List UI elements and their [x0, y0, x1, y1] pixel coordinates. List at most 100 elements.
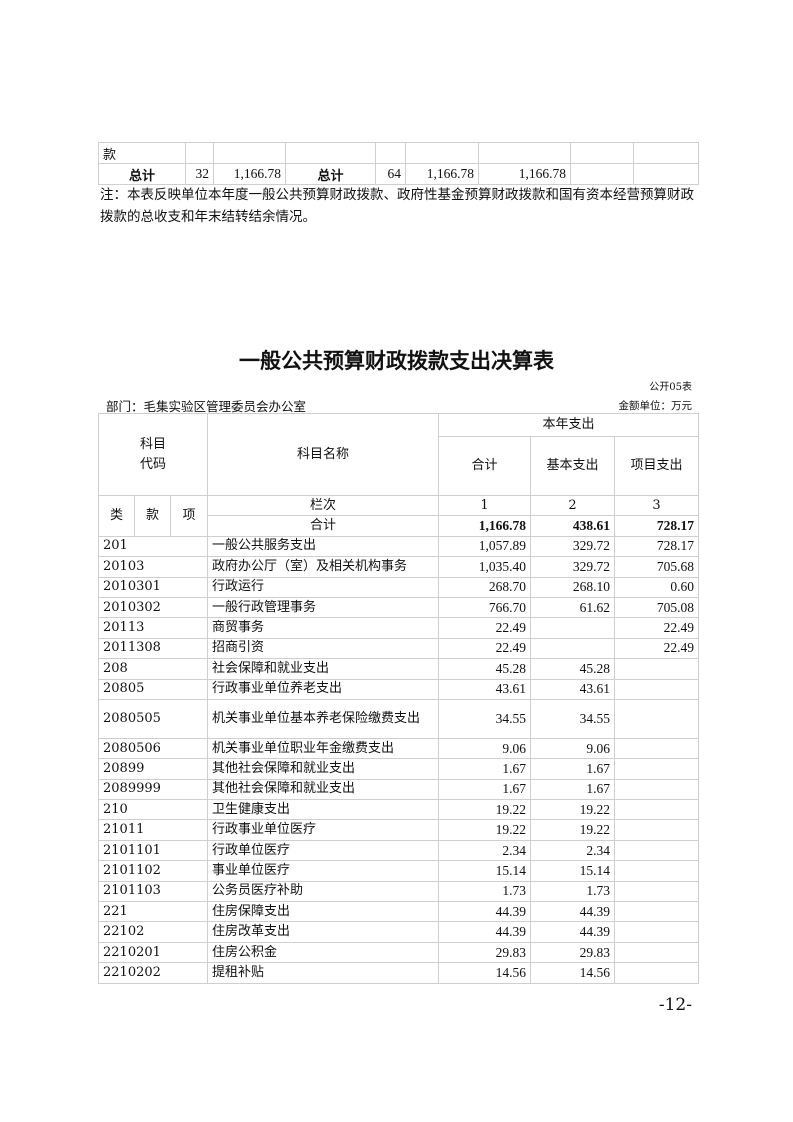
table-row: 2101103 公务员医疗补助 1.73 1.73	[98, 880, 699, 903]
cell-basic: 43.61	[530, 678, 615, 700]
cell-total: 1.67	[438, 778, 531, 801]
cell-name: 行政运行	[207, 576, 439, 598]
cell-basic: 34.55	[530, 698, 615, 739]
cell-code: 2210201	[98, 941, 208, 964]
cell-name: 一般行政管理事务	[207, 596, 439, 619]
table-row: 201 一般公共服务支出 1,057.89 329.72 728.17	[98, 535, 699, 558]
table-row: 2210202 提租补贴 14.56 14.56	[98, 962, 699, 984]
cell-basic: 1.73	[530, 880, 615, 903]
cell-code: 221	[98, 901, 208, 923]
cell-code: 20103	[98, 556, 208, 578]
cell	[570, 163, 634, 185]
cell-project	[614, 737, 699, 760]
department-label: 部门：毛集实验区管理委员会办公室	[106, 399, 307, 414]
cell: 1,166.78	[213, 163, 286, 185]
cell-project: 22.49	[614, 617, 699, 639]
cell-total: 9.06	[438, 737, 531, 760]
cell-basic: 19.22	[530, 799, 615, 821]
table-row: 20899 其他社会保障和就业支出 1.67 1.67	[98, 758, 699, 780]
cell-project	[614, 921, 699, 943]
cell-project	[614, 962, 699, 984]
table-row: 221 住房保障支出 44.39 44.39	[98, 901, 699, 923]
cell-name: 其他社会保障和就业支出	[207, 758, 439, 780]
cell-name: 住房改革支出	[207, 921, 439, 943]
cell-total: 44.39	[438, 921, 531, 943]
header-kuan: 款	[134, 495, 171, 537]
cell	[633, 163, 699, 185]
cell-basic: 45.28	[530, 658, 615, 680]
table-row: 210 卫生健康支出 19.22 19.22	[98, 799, 699, 821]
cell-project: 0.60	[614, 576, 699, 598]
cell: 64	[375, 163, 406, 185]
cell: 1,166.78	[478, 163, 571, 185]
header-xiang: 项	[170, 495, 208, 537]
cell-total: 44.39	[438, 901, 531, 923]
cell-total: 45.28	[438, 658, 531, 680]
cell-code: 210	[98, 799, 208, 821]
cell-basic: 329.72	[530, 535, 615, 558]
column-index-1: 1	[438, 494, 531, 517]
sum-project: 728.17	[614, 515, 699, 537]
cell-name: 行政事业单位医疗	[207, 819, 439, 841]
header-lei: 类	[98, 495, 135, 537]
header-total: 合计	[438, 436, 531, 496]
total-row: 总计 32 1,166.78 总计 64 1,166.78 1,166.78	[98, 163, 699, 185]
cell-project	[614, 860, 699, 882]
cell-name: 事业单位医疗	[207, 860, 439, 882]
cell-basic: 44.39	[530, 921, 615, 943]
cell-project: 728.17	[614, 535, 699, 558]
cell-name: 机关事业单位基本养老保险缴费支出	[207, 698, 439, 739]
cell-basic: 29.83	[530, 941, 615, 964]
cell-name: 一般公共服务支出	[207, 535, 439, 558]
unit-label: 金额单位：万元	[618, 400, 693, 412]
page-number: -12-	[658, 995, 692, 1015]
cell-code: 22102	[98, 921, 208, 943]
cell-name: 行政事业单位养老支出	[207, 678, 439, 700]
cell-name: 机关事业单位职业年金缴费支出	[207, 737, 439, 760]
cell-basic: 1.67	[530, 758, 615, 780]
cell-code: 2010302	[98, 596, 208, 619]
column-index-3: 3	[614, 494, 699, 517]
cell-total: 19.22	[438, 819, 531, 841]
table-row: 2080505 机关事业单位基本养老保险缴费支出 34.55 34.55	[98, 698, 699, 739]
cell-basic	[530, 637, 615, 660]
table-row: 2011308 招商引资 22.49 22.49	[98, 637, 699, 660]
table-row: 2210201 住房公积金 29.83 29.83	[98, 941, 699, 964]
cell-total: 268.70	[438, 576, 531, 598]
cell-basic: 44.39	[530, 901, 615, 923]
cell-basic: 329.72	[530, 556, 615, 578]
cell-project	[614, 678, 699, 700]
cell-total: 19.22	[438, 799, 531, 821]
table-row: 2101102 事业单位医疗 15.14 15.14	[98, 860, 699, 882]
cell-code: 20899	[98, 758, 208, 780]
cell-total: 1,035.40	[438, 556, 531, 578]
cell-project: 705.08	[614, 596, 699, 619]
cell-code: 2080506	[98, 737, 208, 760]
table-row: 2010302 一般行政管理事务 766.70 61.62 705.08	[98, 596, 699, 619]
cell-basic: 15.14	[530, 860, 615, 882]
column-index-label: 栏次	[207, 494, 439, 517]
cell-name: 其他社会保障和就业支出	[207, 778, 439, 801]
cell: 1,166.78	[405, 163, 479, 185]
cell-project	[614, 839, 699, 862]
table-row: 21011 行政事业单位医疗 19.22 19.22	[98, 819, 699, 841]
column-index-2: 2	[530, 494, 615, 517]
table-row: 2010301 行政运行 268.70 268.10 0.60	[98, 576, 699, 598]
header-year-expense: 本年支出	[438, 413, 699, 437]
cell-code: 21011	[98, 819, 208, 841]
cell-name: 商贸事务	[207, 617, 439, 639]
sum-basic: 438.61	[530, 515, 615, 537]
cell-name: 行政单位医疗	[207, 839, 439, 862]
table-row: 2080506 机关事业单位职业年金缴费支出 9.06 9.06	[98, 737, 699, 760]
cell-name: 住房保障支出	[207, 901, 439, 923]
table-row: 2101101 行政单位医疗 2.34 2.34	[98, 839, 699, 862]
cell-total: 1.73	[438, 880, 531, 903]
sum-label: 合计	[207, 515, 439, 537]
cell-code: 2101101	[98, 839, 208, 862]
cell-name: 社会保障和就业支出	[207, 658, 439, 680]
cell-project	[614, 941, 699, 964]
table-code: 公开05表	[649, 382, 692, 393]
table-row: 20113 商贸事务 22.49 22.49	[98, 617, 699, 639]
cell-basic: 2.34	[530, 839, 615, 862]
